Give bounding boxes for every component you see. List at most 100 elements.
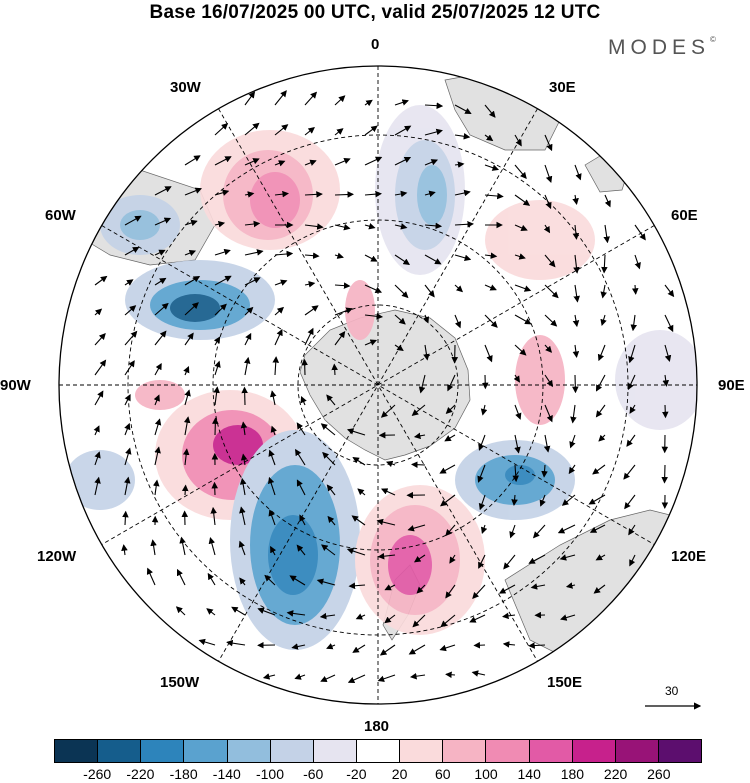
wind-arrow [439, 644, 456, 652]
wind-arrow [484, 104, 496, 118]
wind-arrow [152, 479, 160, 496]
wind-arrow [424, 222, 443, 230]
wind-arrow [569, 434, 576, 449]
wind-arrow [243, 356, 251, 376]
wind-arrow [364, 313, 384, 320]
wind-arrow [595, 554, 606, 561]
lon-label-120e: 120E [671, 548, 707, 565]
wind-arrow [528, 642, 546, 649]
wind-arrow [124, 246, 140, 256]
wind-arrow [94, 308, 103, 316]
wind-arrow [543, 434, 551, 453]
wind-arrow [557, 524, 576, 534]
wind-arrow [394, 223, 408, 230]
wind-arrow [94, 359, 107, 376]
wind-arrow [394, 254, 411, 266]
wind-arrow [294, 673, 306, 680]
wind-arrow [319, 612, 336, 620]
colorbar-swatch [356, 740, 401, 762]
wind-arrow [379, 644, 396, 656]
wind-arrow [573, 254, 580, 274]
wind-arrow [543, 224, 551, 234]
wind-arrow [286, 610, 306, 617]
wind-arrow [539, 494, 546, 507]
wind-arrow [454, 220, 474, 228]
wind-arrow [572, 194, 579, 205]
wind-arrow [595, 404, 606, 418]
wind-arrow [364, 156, 383, 166]
wind-arrow [628, 524, 636, 536]
wind-arrow [512, 464, 520, 483]
colorbar-swatch [572, 740, 616, 762]
wind-arrow [289, 575, 306, 586]
wind-arrow [94, 390, 104, 406]
wind-arrow [321, 544, 336, 556]
wind-arrow [513, 374, 520, 383]
wind-arrow [394, 125, 412, 136]
wind-arrow [364, 99, 373, 107]
colorbar-tick-label: -60 [303, 766, 324, 782]
wind-arrow [299, 514, 306, 526]
wind-arrow [182, 448, 190, 466]
colorbar-swatch [98, 740, 142, 762]
map-boundary [58, 65, 698, 705]
wind-arrow [184, 302, 199, 316]
wind-arrow [572, 344, 580, 358]
wind-arrow [270, 545, 277, 556]
wind-arrow [603, 224, 610, 244]
wind-arrow [300, 395, 307, 406]
wind-arrow [364, 339, 378, 346]
wind-arrow [154, 330, 167, 346]
colorbar-tick-label: 60 [435, 766, 451, 782]
wind-arrow [413, 554, 426, 563]
lon-label-150w: 150W [160, 674, 200, 691]
wind-arrow [407, 524, 426, 532]
wind-arrow [418, 374, 426, 394]
colorbar-swatch [486, 740, 530, 762]
wind-arrow [394, 99, 409, 106]
wind-arrow [544, 194, 552, 210]
wind-arrow [394, 190, 408, 198]
wind-arrow [454, 104, 472, 115]
wind-arrow [598, 434, 606, 442]
lon-label-150e: 150E [547, 674, 583, 691]
wind-arrow [544, 164, 553, 183]
colorbar [54, 739, 702, 763]
lon-label-30w: 30W [170, 79, 201, 96]
wind-arrow [268, 449, 276, 466]
wind-arrow [274, 160, 286, 167]
wind-arrow [244, 332, 252, 346]
wind-arrow [213, 386, 220, 406]
wind-arrow [291, 643, 306, 650]
wind-arrow [439, 464, 456, 474]
colorbar-swatch [615, 740, 659, 762]
wind-arrow [600, 284, 607, 299]
wind-arrow [94, 275, 108, 286]
wind-arrow [440, 614, 456, 628]
lon-label-60e: 60E [671, 207, 698, 224]
wind-arrow [348, 582, 366, 590]
wind-arrow [484, 284, 497, 291]
wind-arrow [514, 253, 526, 260]
wind-arrow [175, 606, 186, 616]
wind-arrow [514, 344, 527, 356]
wind-arrow [214, 122, 229, 136]
wind-arrow [296, 479, 306, 496]
wind-arrow [334, 191, 355, 198]
wind-arrow [346, 547, 366, 556]
lon-label-180: 180 [364, 718, 390, 735]
wind-arrow [244, 220, 261, 228]
wind-arrow [664, 284, 675, 298]
wind-arrow [184, 187, 203, 196]
colorbar-swatch [400, 740, 444, 762]
wind-arrow [304, 159, 317, 166]
colorbar-ticks: -260 -220 -180 -140 -100 -60 -20 20 60 100 140 180 2… [54, 766, 702, 783]
wind-arrow [238, 540, 246, 556]
wind-arrow [214, 360, 221, 376]
wind-arrow [514, 134, 522, 147]
wind-arrow [214, 220, 226, 228]
wind-arrow [589, 524, 606, 533]
wind-arrow [412, 614, 426, 628]
map-title: Base 16/07/2025 00 UTC, valid 25/07/2025… [149, 2, 601, 23]
wind-arrow [376, 518, 396, 526]
